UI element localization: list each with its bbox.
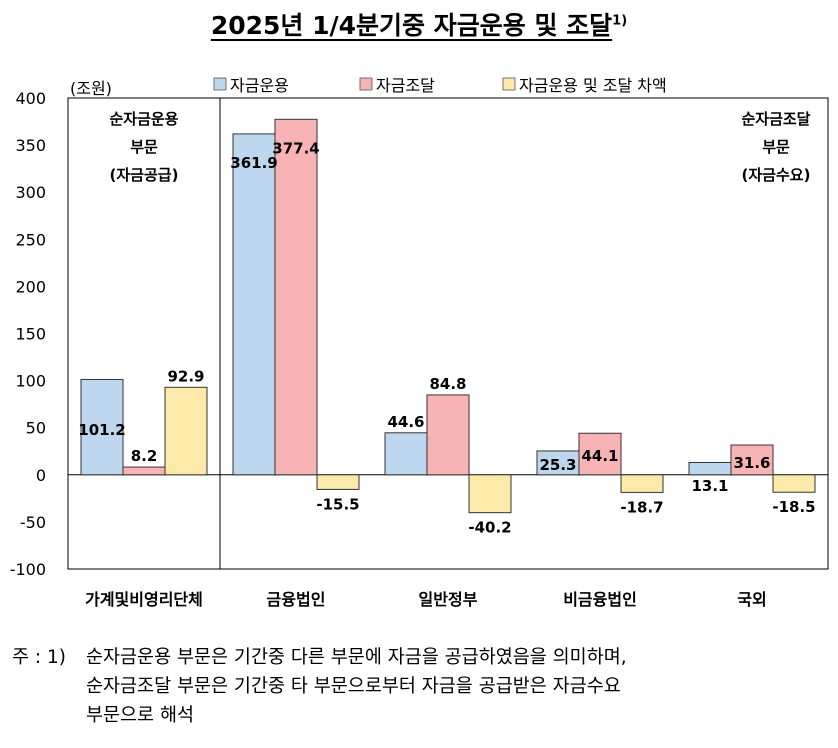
bar xyxy=(80,378,124,476)
data-label: -15.5 xyxy=(316,495,359,513)
y-tick-label: 150 xyxy=(15,325,46,344)
annotation-left: 순자금운용 xyxy=(109,110,178,128)
x-category-label: 금융법인 xyxy=(267,590,326,609)
bar xyxy=(688,461,732,476)
annotation-left: 부문 xyxy=(130,138,158,156)
y-tick-label: -100 xyxy=(10,560,46,579)
annotation-right: 순자금조달 xyxy=(741,110,810,128)
data-label: 377.4 xyxy=(272,139,319,157)
y-tick-label: 50 xyxy=(26,419,46,438)
legend-swatch xyxy=(213,77,227,91)
bar xyxy=(164,386,208,476)
annotation-right: (자금수요) xyxy=(742,166,811,184)
legend-label: 자금운용 xyxy=(230,76,289,95)
y-tick-label: 200 xyxy=(15,277,46,296)
footnote-line-2: 순자금조달 부문은 기간중 타 부문으로부터 자금을 공급받은 자금수요 xyxy=(86,676,621,697)
data-label: 8.2 xyxy=(131,447,158,465)
chart-title: 2025년 1/4분기중 자금운용 및 조달1) xyxy=(0,6,838,42)
data-label: 101.2 xyxy=(78,421,125,439)
bar xyxy=(620,474,664,493)
bar-chart: 400 350 300 250 200 150 100 50 0 -50 -100 (조원) 자금운용 자… xyxy=(10,76,829,609)
footnote: 주 : 1) 순자금운용 부문은 기간중 다른 부문에 자금을 공급하였음을 의… xyxy=(12,643,838,730)
y-tick-label: 400 xyxy=(15,89,46,108)
annotation-left: (자금공급) xyxy=(110,166,179,184)
legend-swatch xyxy=(359,77,373,91)
bar xyxy=(316,474,360,490)
data-label: 31.6 xyxy=(733,454,770,472)
plot-frame xyxy=(67,97,829,570)
legend-label: 자금운용 및 조달 차액 xyxy=(519,76,667,95)
bar xyxy=(426,394,470,476)
bar xyxy=(232,133,276,476)
bar xyxy=(730,444,774,476)
chart-title-text: 2025년 1/4분기중 자금운용 및 조달 xyxy=(210,11,613,40)
data-label: 44.6 xyxy=(387,413,424,431)
legend-swatch xyxy=(502,77,516,91)
footnote-line-1: 순자금운용 부문은 기간중 다른 부문에 자금을 공급하였음을 의미하며, xyxy=(86,647,627,668)
data-label: 92.9 xyxy=(167,367,204,385)
y-unit-label: (조원) xyxy=(70,79,112,98)
x-category-label: 비금융법인 xyxy=(563,590,637,609)
x-category-label: 가계및비영리단체 xyxy=(85,590,203,609)
footnote-lead: 주 : 1) xyxy=(12,647,67,668)
y-tick-label: 300 xyxy=(15,183,46,202)
data-label: -18.5 xyxy=(772,498,815,516)
y-tick-label: 250 xyxy=(15,230,46,249)
footnote-line-3: 부문으로 해석 xyxy=(86,705,195,726)
data-label: 44.1 xyxy=(581,447,618,465)
bar xyxy=(274,118,318,476)
bar xyxy=(122,466,166,476)
y-tick-label: 0 xyxy=(36,466,46,485)
bar xyxy=(384,432,428,476)
data-label: -40.2 xyxy=(468,519,511,537)
legend-label: 자금조달 xyxy=(376,76,435,95)
data-label: 25.3 xyxy=(539,456,576,474)
data-label: 84.8 xyxy=(429,375,466,393)
data-label: 13.1 xyxy=(691,477,728,495)
bar xyxy=(772,474,816,493)
data-label: -18.7 xyxy=(620,498,663,516)
y-tick-label: 100 xyxy=(15,372,46,391)
bar xyxy=(468,474,512,514)
y-tick-label: 350 xyxy=(15,136,46,155)
annotation-right: 부문 xyxy=(762,138,790,156)
bar xyxy=(578,432,622,476)
chart-title-footnote-mark: 1) xyxy=(612,13,628,29)
x-category-label: 국외 xyxy=(737,590,766,609)
y-tick-label: -50 xyxy=(20,513,46,532)
data-label: 361.9 xyxy=(230,154,277,172)
x-category-label: 일반정부 xyxy=(419,590,478,609)
